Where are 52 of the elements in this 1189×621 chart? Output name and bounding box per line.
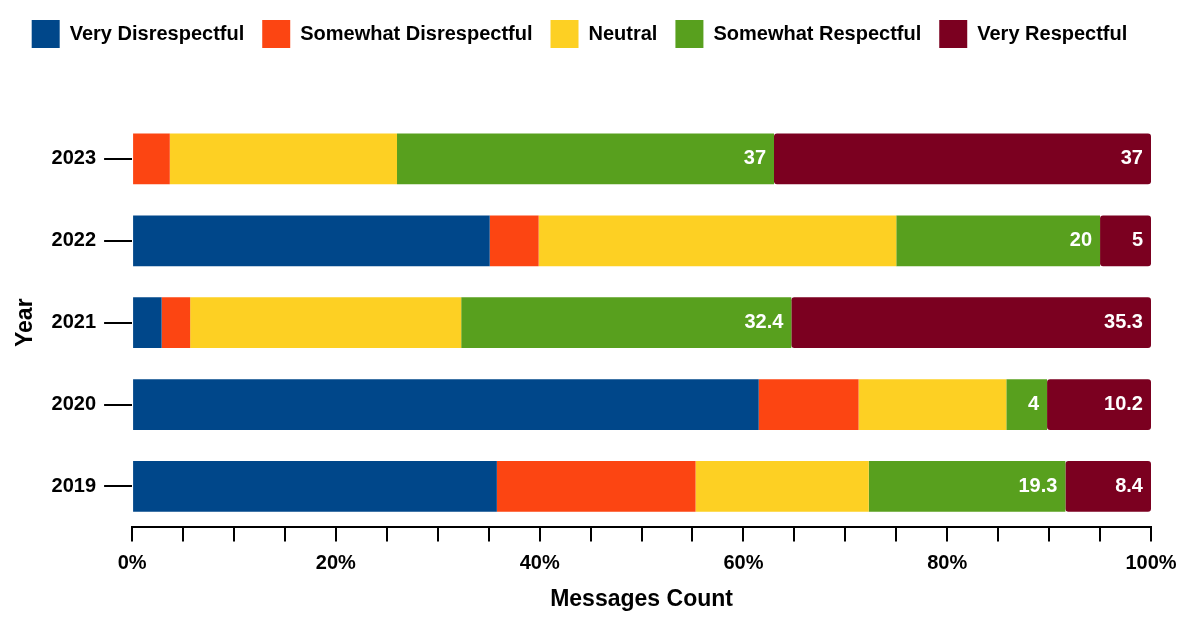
y-axis-title: Year bbox=[11, 298, 38, 347]
x-tick-label: 60% bbox=[723, 550, 764, 573]
bar bbox=[133, 297, 162, 349]
data-label: 10.2 bbox=[1104, 392, 1143, 415]
legend-label: Somewhat Disrespectful bbox=[300, 21, 533, 44]
x-tick-label: 100% bbox=[1125, 550, 1177, 573]
bar bbox=[758, 379, 859, 430]
bar bbox=[169, 133, 398, 185]
x-tick-label: 40% bbox=[519, 550, 560, 573]
legend-label: Neutral bbox=[588, 21, 658, 44]
bar bbox=[397, 133, 774, 185]
y-tick-label: 2019 bbox=[51, 473, 97, 496]
bar bbox=[489, 215, 539, 267]
data-label: 32.4 bbox=[744, 310, 785, 333]
data-label: 37 bbox=[1120, 146, 1143, 169]
y-tick-label: 2023 bbox=[51, 146, 97, 169]
bar bbox=[461, 297, 792, 349]
data-label: 19.3 bbox=[1018, 473, 1058, 496]
bar bbox=[695, 461, 869, 512]
data-label: 20 bbox=[1069, 228, 1093, 251]
data-label: 35.3 bbox=[1104, 310, 1143, 333]
y-tick-label: 2022 bbox=[51, 228, 97, 251]
bar bbox=[868, 461, 1066, 512]
legend-label: Somewhat Respectful bbox=[713, 21, 922, 44]
data-label: 8.4 bbox=[1115, 473, 1144, 496]
bar bbox=[1006, 379, 1048, 430]
bar bbox=[538, 215, 897, 267]
data-label: 5 bbox=[1131, 228, 1143, 251]
bar bbox=[896, 215, 1101, 267]
bar bbox=[133, 215, 490, 267]
bar bbox=[161, 297, 191, 349]
bar bbox=[133, 133, 170, 185]
data-label: 4 bbox=[1027, 392, 1040, 415]
bar bbox=[1047, 379, 1151, 430]
legend-label: Very Disrespectful bbox=[69, 21, 245, 44]
bar bbox=[1065, 461, 1151, 512]
x-tick-label: 0% bbox=[117, 550, 147, 573]
legend-label: Very Respectful bbox=[977, 21, 1128, 44]
data-label: 37 bbox=[743, 146, 766, 169]
bar bbox=[133, 461, 497, 512]
y-tick-label: 2020 bbox=[51, 392, 97, 415]
bar bbox=[1100, 215, 1151, 267]
x-axis-title: Messages Count bbox=[550, 584, 734, 611]
x-tick-label: 20% bbox=[315, 550, 357, 573]
bar bbox=[791, 297, 1151, 349]
bar bbox=[496, 461, 696, 512]
x-tick-label: 80% bbox=[927, 550, 968, 573]
bar bbox=[190, 297, 462, 349]
bar bbox=[774, 133, 1151, 185]
y-tick-label: 2021 bbox=[51, 310, 97, 333]
bar bbox=[858, 379, 1007, 430]
bar bbox=[133, 379, 759, 430]
